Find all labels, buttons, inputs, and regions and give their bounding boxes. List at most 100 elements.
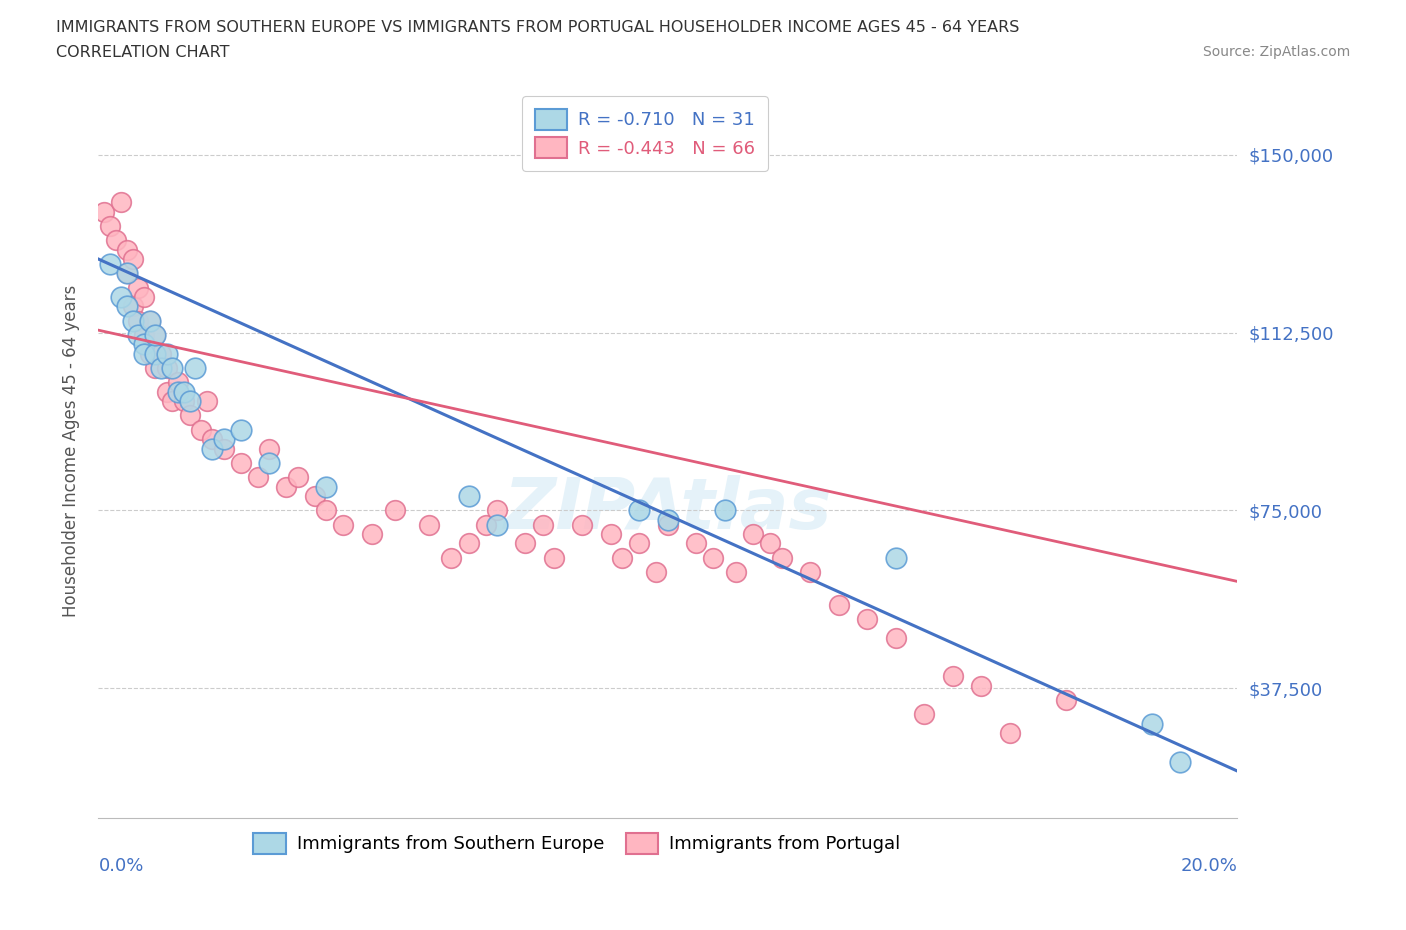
Point xyxy=(229,422,252,437)
Point xyxy=(799,565,821,579)
Point xyxy=(162,393,184,408)
Point xyxy=(276,479,298,494)
Point xyxy=(770,551,793,565)
Point xyxy=(121,252,143,267)
Point xyxy=(259,456,281,471)
Point xyxy=(104,232,127,247)
Point xyxy=(702,551,724,565)
Text: ZIPAtlas: ZIPAtlas xyxy=(503,475,832,544)
Point xyxy=(360,526,382,541)
Point xyxy=(600,526,623,541)
Point xyxy=(304,488,326,503)
Point xyxy=(201,441,224,456)
Point xyxy=(628,503,651,518)
Point xyxy=(156,347,179,362)
Point xyxy=(474,517,496,532)
Point xyxy=(127,280,149,295)
Point xyxy=(173,393,195,408)
Point xyxy=(828,598,851,613)
Point xyxy=(912,707,935,722)
Y-axis label: Householder Income Ages 45 - 64 years: Householder Income Ages 45 - 64 years xyxy=(62,285,80,618)
Point xyxy=(657,512,679,527)
Point xyxy=(98,219,121,233)
Point xyxy=(115,266,138,281)
Point xyxy=(150,347,173,362)
Point xyxy=(179,393,201,408)
Point xyxy=(970,678,993,693)
Point xyxy=(287,470,309,485)
Point xyxy=(179,408,201,423)
Point xyxy=(132,289,155,304)
Point xyxy=(742,526,765,541)
Point xyxy=(201,432,224,446)
Point xyxy=(884,551,907,565)
Point xyxy=(457,536,479,551)
Point xyxy=(486,517,509,532)
Point xyxy=(121,313,143,328)
Point xyxy=(418,517,440,532)
Point xyxy=(571,517,593,532)
Point xyxy=(132,337,155,352)
Point xyxy=(657,517,679,532)
Point xyxy=(714,503,737,518)
Point xyxy=(1140,716,1163,731)
Point xyxy=(543,551,565,565)
Point xyxy=(138,313,160,328)
Point xyxy=(138,313,160,328)
Point xyxy=(173,384,195,399)
Point xyxy=(612,551,634,565)
Point xyxy=(115,266,138,281)
Point xyxy=(645,565,668,579)
Point xyxy=(259,441,281,456)
Point xyxy=(145,327,167,342)
Point xyxy=(115,299,138,314)
Point xyxy=(315,503,337,518)
Point xyxy=(1056,693,1078,708)
Point xyxy=(1170,754,1192,769)
Point xyxy=(515,536,537,551)
Point xyxy=(145,327,167,342)
Point xyxy=(110,289,132,304)
Point xyxy=(315,479,337,494)
Point xyxy=(115,242,138,257)
Point xyxy=(156,361,179,376)
Point xyxy=(685,536,707,551)
Text: IMMIGRANTS FROM SOUTHERN EUROPE VS IMMIGRANTS FROM PORTUGAL HOUSEHOLDER INCOME A: IMMIGRANTS FROM SOUTHERN EUROPE VS IMMIG… xyxy=(56,20,1019,35)
Point xyxy=(150,361,173,376)
Point xyxy=(167,375,190,390)
Point xyxy=(457,488,479,503)
Point xyxy=(184,361,207,376)
Point xyxy=(440,551,463,565)
Text: 20.0%: 20.0% xyxy=(1181,857,1237,875)
Point xyxy=(132,327,155,342)
Point xyxy=(127,313,149,328)
Legend: Immigrants from Southern Europe, Immigrants from Portugal: Immigrants from Southern Europe, Immigra… xyxy=(246,826,907,861)
Point xyxy=(110,194,132,209)
Point xyxy=(998,725,1021,740)
Point xyxy=(145,347,167,362)
Point xyxy=(98,257,121,272)
Point xyxy=(121,299,143,314)
Point xyxy=(162,361,184,376)
Point xyxy=(759,536,782,551)
Point xyxy=(212,441,235,456)
Point xyxy=(486,503,509,518)
Point xyxy=(138,347,160,362)
Text: CORRELATION CHART: CORRELATION CHART xyxy=(56,45,229,60)
Point xyxy=(167,384,190,399)
Point xyxy=(531,517,554,532)
Point xyxy=(127,327,149,342)
Point xyxy=(229,456,252,471)
Point xyxy=(132,347,155,362)
Point xyxy=(190,422,212,437)
Point xyxy=(884,631,907,645)
Point xyxy=(156,384,179,399)
Point xyxy=(246,470,269,485)
Point xyxy=(212,432,235,446)
Point xyxy=(384,503,406,518)
Text: Source: ZipAtlas.com: Source: ZipAtlas.com xyxy=(1202,45,1350,59)
Point xyxy=(942,669,965,684)
Point xyxy=(856,612,879,627)
Point xyxy=(145,361,167,376)
Point xyxy=(332,517,354,532)
